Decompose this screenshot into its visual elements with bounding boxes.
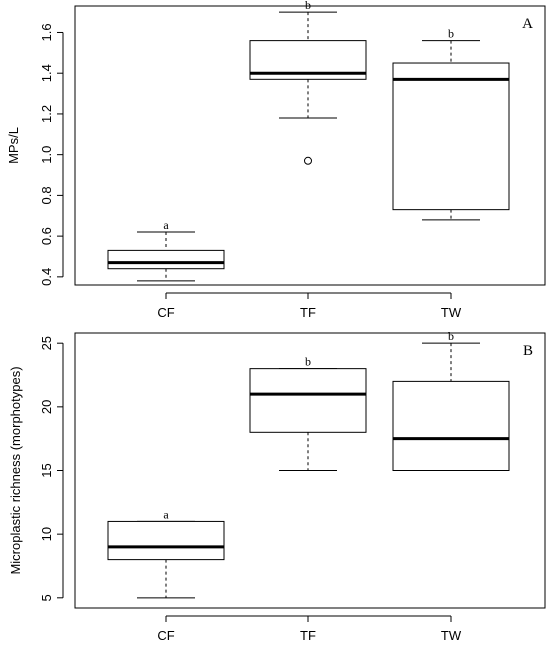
boxplot-TW: b [392,27,510,221]
plot-frame [74,332,546,609]
significance-letter: a [163,218,169,232]
boxplot-TF: b [249,355,367,471]
box-iqr [392,62,510,211]
significance-letter: a [163,507,169,521]
significance-letter: b [448,329,454,343]
y-tick-label: 1.4 [39,64,54,82]
chart-panel-B: B 5 10 15 20 25 Microplastic richness (morphot… [8,329,546,643]
outlier-point [304,156,312,165]
y-tick-label: 0.6 [39,227,54,245]
boxplot-TW: b [392,329,510,472]
x-tick-label: TF [300,305,316,320]
y-tick-label: 5 [39,594,54,601]
box-iqr [107,249,225,270]
y-axis-label: Microplastic richness (morphotypes) [8,366,23,574]
x-tick-label: TW [441,305,462,320]
y-tick-label: 0.8 [39,186,54,204]
significance-letter: b [448,27,454,41]
y-tick-label: 1.2 [39,105,54,123]
panel-label: A [522,16,533,32]
y-tick-label: 0.4 [39,268,54,286]
x-tick-label: TF [300,628,316,643]
y-tick-label: 15 [39,463,54,477]
x-tick-label: TW [441,628,462,643]
x-tick-label: CF [157,305,174,320]
chart-panel-A: A 0.4 0.6 0.8 1.0 1.2 1.4 1.6 MPs/L CF TF TW a b b [6,0,546,320]
y-tick-label: 10 [39,527,54,541]
y-tick-label: 20 [39,400,54,414]
boxplot-TF: b [249,0,367,165]
plot-frame [74,5,546,286]
significance-letter: b [305,355,311,369]
box-iqr [107,520,225,561]
box-iqr [392,380,510,472]
boxplot-CF: a [107,507,225,599]
y-axis-label: MPs/L [6,127,21,164]
boxplot-CF: a [107,218,225,282]
box-iqr [249,368,367,433]
significance-letter: b [305,0,311,12]
y-tick-label: 1.6 [39,23,54,41]
y-tick-label: 25 [39,336,54,350]
x-tick-label: CF [157,628,174,643]
panel-label: B [523,343,533,359]
y-tick-label: 1.0 [39,146,54,164]
